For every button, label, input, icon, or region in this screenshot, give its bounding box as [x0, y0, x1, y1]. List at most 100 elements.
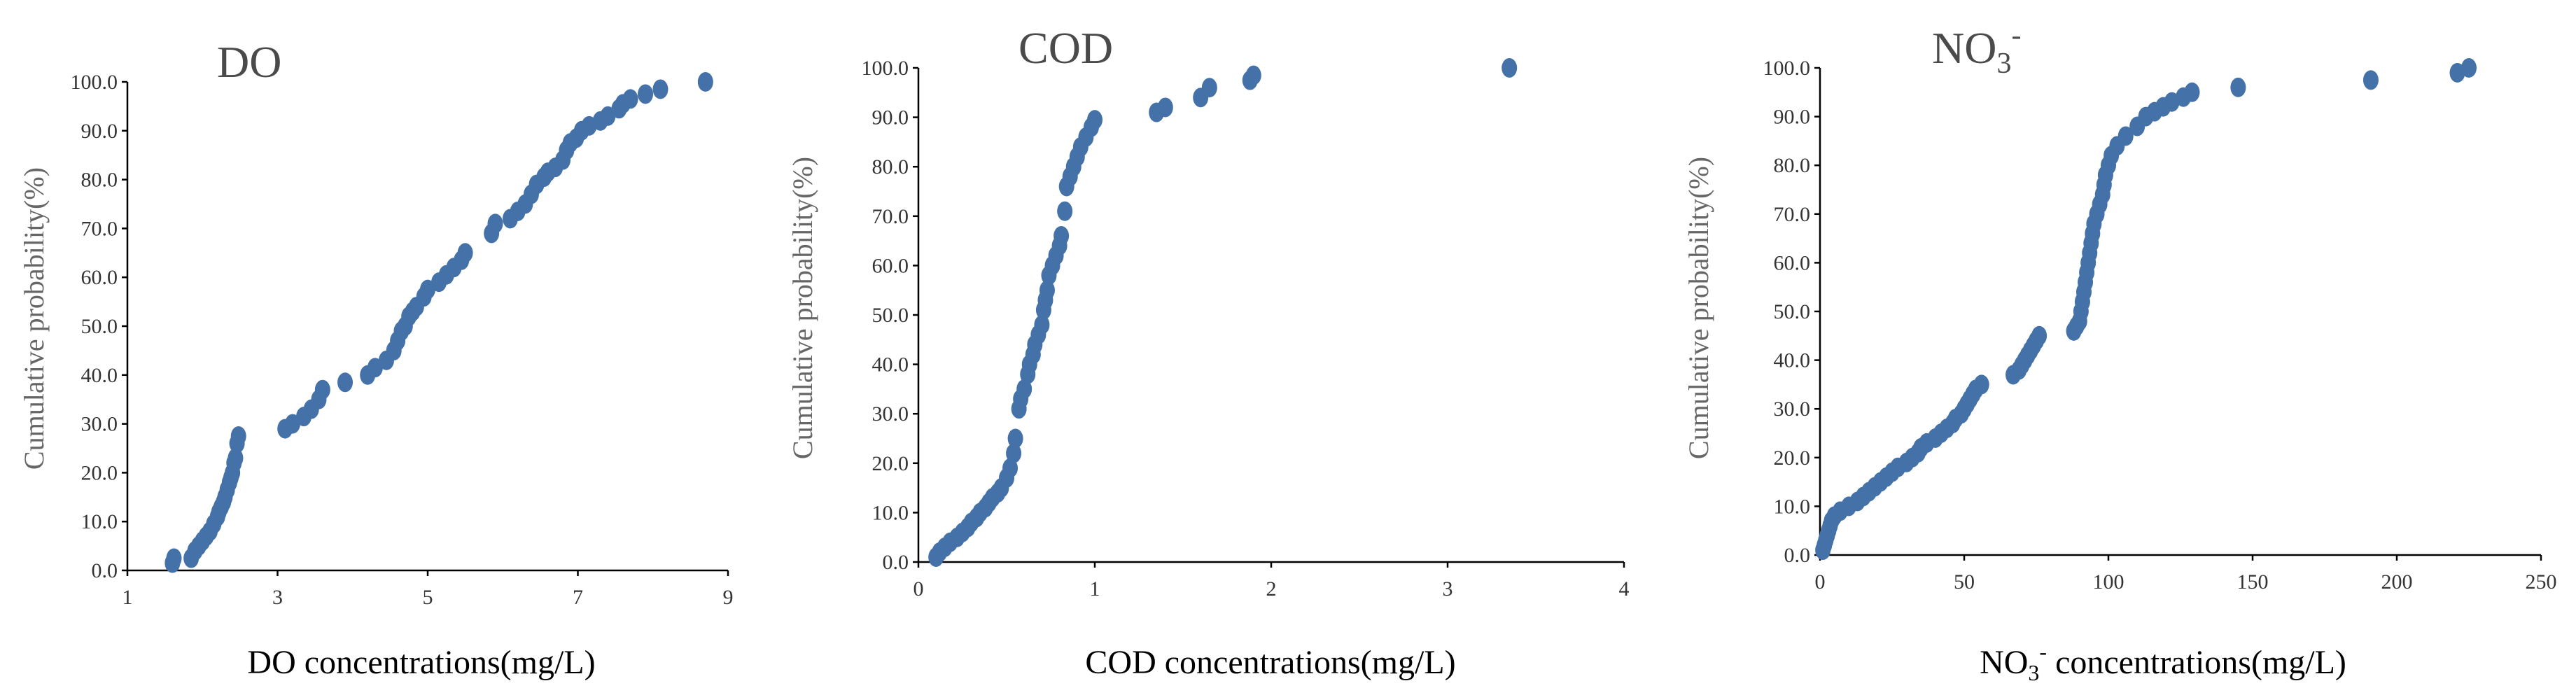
- no3-data-point: [2118, 126, 2134, 146]
- cod-chart-title: COD: [1018, 23, 1113, 73]
- cod-chart: COD Cumulative probability(%) COD concen…: [787, 23, 1630, 681]
- do-data-point: [457, 243, 473, 263]
- do-data-point: [638, 84, 654, 104]
- cod-x-axis-label: COD concentrations(mg/L): [1085, 644, 1455, 681]
- do-y-tick-label: 30.0: [81, 413, 118, 436]
- cod-y-tick-label: 80.0: [872, 155, 909, 178]
- cod-y-tick-label: 70.0: [872, 205, 909, 228]
- cod-data-point: [1502, 58, 1518, 78]
- cod-data-point: [1245, 65, 1261, 85]
- no3-y-tick-label: 60.0: [1774, 251, 1811, 274]
- cod-y-tick-label: 90.0: [872, 106, 909, 129]
- cod-x-tick-label: 4: [1619, 577, 1630, 601]
- do-data-point: [314, 379, 330, 400]
- no3-title-sub: 3: [1996, 48, 2011, 80]
- cod-data-point: [1039, 280, 1055, 300]
- no3-data-point: [2230, 77, 2246, 97]
- do-data-point: [697, 72, 713, 92]
- do-x-tick-label: 5: [423, 586, 433, 609]
- do-y-tick-label: 60.0: [81, 266, 118, 289]
- cod-y-tick-label: 10.0: [872, 501, 909, 524]
- do-y-tick-label: 80.0: [81, 169, 118, 192]
- no3-x-tick-label: 200: [2381, 570, 2413, 594]
- no3-data-point: [1973, 374, 1989, 395]
- cod-data-point: [1054, 226, 1070, 246]
- do-x-tick-label: 3: [272, 586, 283, 609]
- cod-x-tick-label: 3: [1443, 577, 1453, 601]
- do-y-tick-label: 70.0: [81, 217, 118, 240]
- no3-y-tick-label: 100.0: [1763, 57, 1811, 80]
- cod-y-tick-label: 100.0: [862, 57, 909, 80]
- do-y-tick-label: 50.0: [81, 315, 118, 338]
- no3-x-axis-label: NO3- concentrations(mg/L): [1980, 639, 2346, 685]
- no3-title-sup: -: [2011, 20, 2021, 52]
- no3-y-tick-label: 40.0: [1774, 349, 1811, 372]
- no3-data-point: [2362, 70, 2379, 90]
- do-marks: 0.0 10.0 20.0 30.0 40.0 50.0 60.0 70.0 80.0 90.0 1…: [71, 71, 734, 609]
- cod-data-point: [1006, 443, 1022, 463]
- no3-y-tick-label: 30.0: [1774, 398, 1811, 421]
- do-y-tick-label: 40.0: [81, 364, 118, 387]
- no3-chart-title: NO3-: [1932, 20, 2021, 80]
- no3-y-tick-label: 20.0: [1774, 447, 1811, 470]
- do-chart: DO Cumulative probability(%) DO concentr…: [18, 37, 734, 681]
- do-x-tick-label: 7: [573, 586, 583, 609]
- no3-y-tick-label: 90.0: [1774, 106, 1811, 129]
- no3-xlabel-pre: NO: [1980, 644, 2028, 681]
- do-data-point: [652, 79, 668, 99]
- cod-data-point: [1201, 78, 1217, 98]
- cod-x-tick-label: 0: [913, 577, 924, 601]
- cod-y-axis-label: Cumulative probability(%): [787, 157, 818, 459]
- no3-x-tick-label: 0: [1815, 570, 1826, 594]
- no3-y-axis-label: Cumulative probability(%): [1683, 157, 1714, 459]
- no3-xlabel-sup: -: [2039, 639, 2047, 664]
- no3-xlabel-post: concentrations(mg/L): [2047, 644, 2346, 681]
- do-chart-title: DO: [217, 37, 281, 87]
- no3-data-point: [2184, 82, 2200, 102]
- do-y-tick-label: 90.0: [81, 120, 118, 143]
- no3-y-tick-label: 50.0: [1774, 300, 1811, 323]
- do-x-axis-label: DO concentrations(mg/L): [247, 644, 595, 681]
- do-data-point: [166, 548, 182, 568]
- cod-y-tick-label: 40.0: [872, 353, 909, 377]
- no3-marks: 0.0 10.0 20.0 30.0 40.0 50.0 60.0 70.0 80.0 90.0 1…: [1763, 57, 2557, 594]
- do-data-point: [227, 448, 244, 468]
- cod-marks: 0.0 10.0 20.0 30.0 40.0 50.0 60.0 70.0 80.0 90.0 1…: [862, 57, 1630, 601]
- cod-data-point: [1057, 201, 1073, 221]
- no3-x-tick-label: 150: [2237, 570, 2269, 594]
- do-data-point: [230, 426, 246, 447]
- no3-y-tick-label: 70.0: [1774, 203, 1811, 226]
- do-x-tick-label: 1: [122, 586, 133, 609]
- do-x-tick-label: 9: [723, 586, 734, 609]
- cod-y-tick-label: 30.0: [872, 402, 909, 426]
- cod-data-point: [1157, 97, 1173, 118]
- do-y-tick-label: 20.0: [81, 461, 118, 484]
- no3-data-point: [2031, 325, 2047, 346]
- no3-x-tick-label: 250: [2526, 570, 2557, 594]
- no3-title-main: NO: [1932, 23, 1996, 73]
- no3-y-tick-label: 0.0: [1784, 544, 1811, 567]
- cod-data-point: [1002, 458, 1018, 478]
- do-data-point: [622, 89, 638, 109]
- do-y-axis-label: Cumulative probability(%): [18, 167, 50, 470]
- cod-y-tick-label: 0.0: [883, 551, 909, 574]
- no3-x-tick-label: 50: [1954, 570, 1975, 594]
- do-y-tick-label: 10.0: [81, 510, 118, 533]
- no3-x-tick-label: 100: [2093, 570, 2124, 594]
- cod-y-tick-label: 60.0: [872, 254, 909, 277]
- cod-data-point: [1016, 379, 1032, 399]
- no3-data-point: [2461, 58, 2477, 78]
- no3-y-tick-label: 80.0: [1774, 154, 1811, 177]
- no3-xlabel-sub: 3: [2028, 660, 2039, 685]
- cod-x-tick-label: 1: [1090, 577, 1100, 601]
- do-y-tick-label: 0.0: [92, 559, 118, 582]
- cod-data-point: [1087, 110, 1102, 130]
- cod-y-tick-label: 20.0: [872, 452, 909, 475]
- do-data-point: [487, 213, 503, 234]
- cod-x-tick-label: 2: [1266, 577, 1277, 601]
- no3-y-tick-label: 10.0: [1774, 495, 1811, 518]
- cod-data-point: [1007, 428, 1023, 449]
- do-y-tick-label: 100.0: [71, 71, 118, 94]
- cod-data-point: [1034, 315, 1050, 335]
